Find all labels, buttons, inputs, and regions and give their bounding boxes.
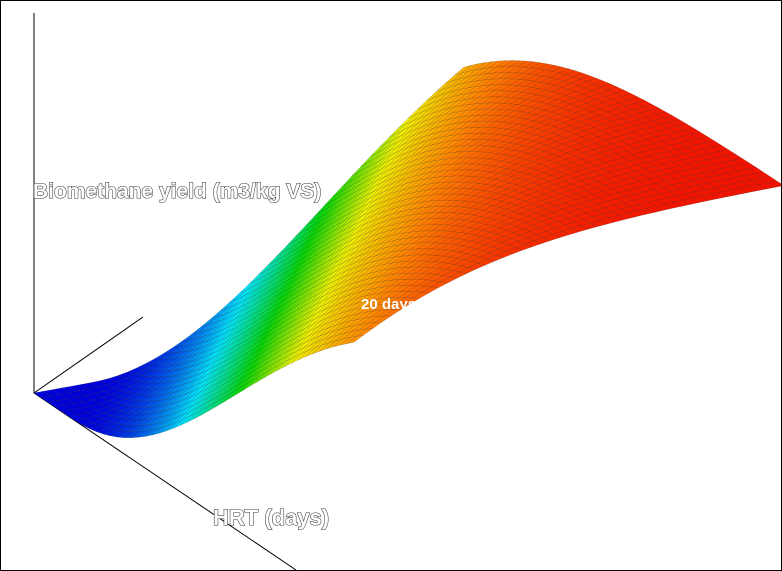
surface-cell	[561, 228, 579, 236]
surface-cell	[711, 191, 729, 199]
y-axis-line	[33, 316, 144, 394]
surface-cell	[486, 254, 505, 262]
surface-cell	[467, 262, 486, 270]
surface-cell	[598, 217, 617, 225]
surface-cell	[757, 182, 776, 190]
surface-cell	[683, 197, 701, 205]
surface-cell	[374, 315, 393, 323]
surface-cell	[411, 291, 430, 299]
surface-cell	[346, 335, 364, 344]
point-annotation: 20 days, 35ºC = 0.181	[361, 296, 512, 313]
surface-cell	[449, 271, 467, 279]
surface-cell	[514, 243, 533, 251]
x-axis-line	[33, 392, 297, 570]
surface-cell	[701, 193, 720, 201]
surface-cell	[748, 184, 766, 192]
surface-cell	[617, 212, 635, 220]
labels: Biomethane yield (m3/kg VS) HRT (days) 2…	[32, 179, 512, 530]
surface-cell	[720, 189, 738, 197]
z-axis-label: Biomethane yield (m3/kg VS)	[33, 180, 321, 203]
surface-cell	[495, 251, 514, 258]
surface-cell	[654, 203, 673, 211]
surface-cell	[608, 215, 626, 223]
surface-cell	[692, 195, 710, 203]
surface-cell	[542, 234, 561, 241]
surface-cell	[729, 188, 748, 195]
surface-cell	[673, 199, 692, 207]
surface-cell	[767, 180, 781, 188]
surface-cell	[430, 281, 449, 289]
surface-cell	[589, 220, 608, 227]
surface-cell	[570, 225, 589, 233]
surface-cell	[402, 297, 421, 305]
x-axis-label: HRT (days)	[213, 505, 329, 530]
surface-cell	[626, 210, 645, 218]
surface-cell	[552, 231, 570, 238]
surface-cell	[533, 237, 551, 244]
surface-cell	[580, 222, 598, 230]
axes	[33, 13, 297, 570]
surface-cell	[636, 208, 654, 216]
surface-mesh	[33, 60, 781, 439]
